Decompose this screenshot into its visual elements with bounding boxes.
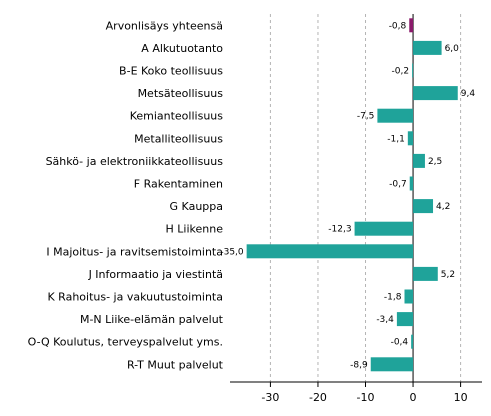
bars <box>246 18 458 372</box>
category-label: F Rakentaminen <box>134 178 223 191</box>
data-label: -1,8 <box>384 293 402 303</box>
x-tick-label: -20 <box>309 391 327 404</box>
bar <box>354 221 414 236</box>
category-label: K Rahoitus- ja vakuutustoiminta <box>47 291 223 304</box>
category-label: B-E Koko teollisuus <box>119 65 223 78</box>
data-label: -0,8 <box>389 21 407 31</box>
bar <box>413 266 438 281</box>
category-label: Kemianteollisuus <box>130 110 224 123</box>
category-label: Sähkö- ja elektroniikkateollisuus <box>46 155 224 168</box>
data-label: -35,0 <box>220 247 244 257</box>
data-label: -0,2 <box>392 67 410 77</box>
value-labels: -0,8 6,0 -0,2 9,4 -7,5 -1,1 2,5 -0,7 4,2 -12,3 -35… <box>220 21 475 370</box>
x-axis: -30 -20 -10 0 10 <box>230 381 482 404</box>
x-tick-label: -10 <box>357 391 375 404</box>
bar <box>411 334 414 349</box>
category-label: M-N Liike-elämän palvelut <box>80 313 224 326</box>
category-label: Metalliteollisuus <box>134 132 223 145</box>
bar <box>413 40 442 55</box>
category-label: G Kauppa <box>170 200 223 213</box>
data-label: -0,7 <box>389 180 407 190</box>
bar <box>413 153 425 168</box>
data-label: -3,4 <box>376 315 394 325</box>
bar <box>370 357 414 372</box>
bar <box>377 108 414 123</box>
gridlines <box>269 14 462 382</box>
data-label: 4,2 <box>436 202 450 212</box>
data-label: -1,1 <box>387 134 405 144</box>
category-label: Metsäteollisuus <box>138 87 224 100</box>
bar <box>413 86 458 101</box>
category-label: R-T Muut palvelut <box>127 358 224 371</box>
bar <box>412 63 414 78</box>
bar <box>407 131 414 146</box>
data-label: 2,5 <box>428 157 442 167</box>
category-label: J Informaatio ja viestintä <box>88 268 223 281</box>
x-tick-label: 0 <box>410 391 417 404</box>
bar <box>404 289 414 304</box>
bar <box>246 244 414 259</box>
category-label: O-Q Koulutus, terveyspalvelut yms. <box>28 336 223 349</box>
category-label: Arvonlisäys yhteensä <box>106 19 223 32</box>
category-labels: Arvonlisäys yhteensä A Alkutuotanto B-E Ko… <box>28 19 224 371</box>
bar <box>409 176 414 191</box>
data-label: -12,3 <box>328 225 351 235</box>
bar <box>409 18 414 33</box>
data-label: -0,4 <box>391 338 409 348</box>
category-label: I Majoitus- ja ravitsemistoiminta <box>46 245 223 258</box>
category-label: H Liikenne <box>166 223 224 236</box>
bar <box>396 312 414 327</box>
data-label: 5,2 <box>441 270 455 280</box>
x-tick-label: 10 <box>454 391 468 404</box>
category-label: A Alkutuotanto <box>141 42 223 55</box>
data-label: 9,4 <box>461 89 476 99</box>
x-tick-label: -30 <box>261 391 279 404</box>
data-label: -8,9 <box>350 360 368 370</box>
data-label: -7,5 <box>357 112 375 122</box>
data-label: 6,0 <box>445 44 460 54</box>
bar <box>413 199 434 214</box>
